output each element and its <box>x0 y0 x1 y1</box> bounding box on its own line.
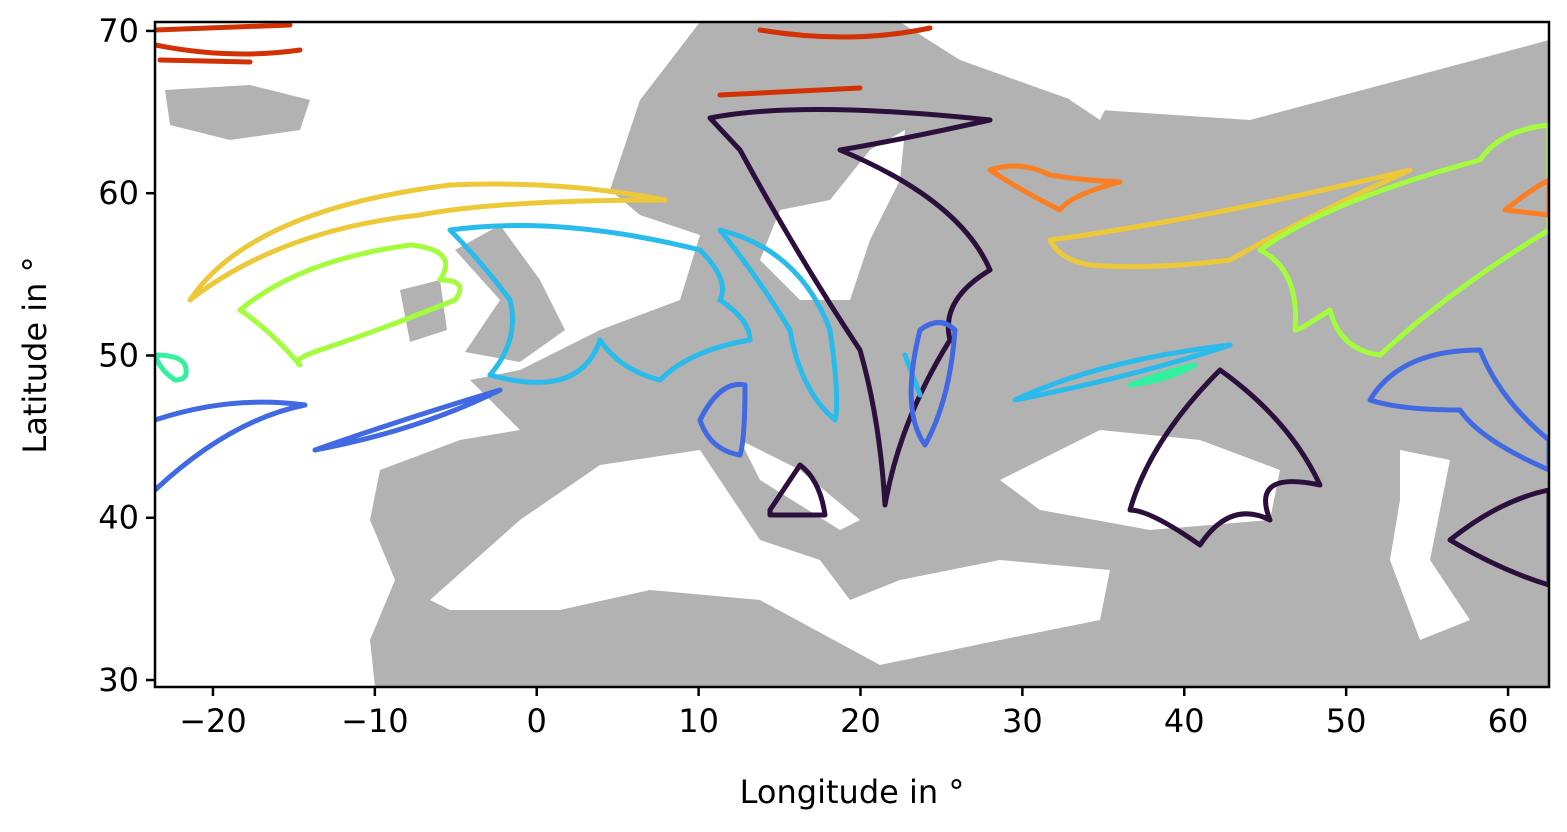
caspian <box>1390 450 1470 640</box>
contours <box>155 22 1549 588</box>
x-tick-label: 0 <box>527 702 547 740</box>
contour <box>187 167 1413 303</box>
great-britain <box>455 225 565 362</box>
x-tick-label: 10 <box>678 702 719 740</box>
baltic <box>760 130 905 300</box>
adriatic <box>740 440 860 530</box>
contour <box>155 22 933 98</box>
contour <box>155 320 1549 493</box>
contour <box>155 352 1198 388</box>
y-tick-label: 30 <box>98 661 139 699</box>
y-tick-label: 60 <box>98 174 139 212</box>
x-axis-label: Longitude in ° <box>740 773 965 811</box>
contour <box>447 223 1233 423</box>
y-tick-label: 70 <box>98 12 139 50</box>
contour <box>987 163 1549 218</box>
contour <box>707 106 1549 588</box>
y-tick-label: 40 <box>98 499 139 537</box>
white-sea <box>1060 60 1120 120</box>
x-tick-label: 60 <box>1488 702 1529 740</box>
contour <box>237 122 1549 368</box>
mediterranean <box>430 450 1110 665</box>
x-tick-label: −20 <box>179 702 247 740</box>
y-axis-label: Latitude in ° <box>16 256 54 453</box>
ticks: −20 −10 0 10 20 30 40 50 60 30 40 50 60 70 <box>98 12 1528 740</box>
x-tick-label: 30 <box>1002 702 1043 740</box>
x-tick-label: 20 <box>840 702 881 740</box>
map-area <box>155 22 1549 687</box>
x-tick-label: 40 <box>1164 702 1205 740</box>
x-tick-label: −10 <box>341 702 409 740</box>
y-tick-label: 50 <box>98 336 139 374</box>
x-tick-label: 50 <box>1326 702 1367 740</box>
iceland <box>165 85 310 140</box>
arctic <box>900 22 1549 120</box>
